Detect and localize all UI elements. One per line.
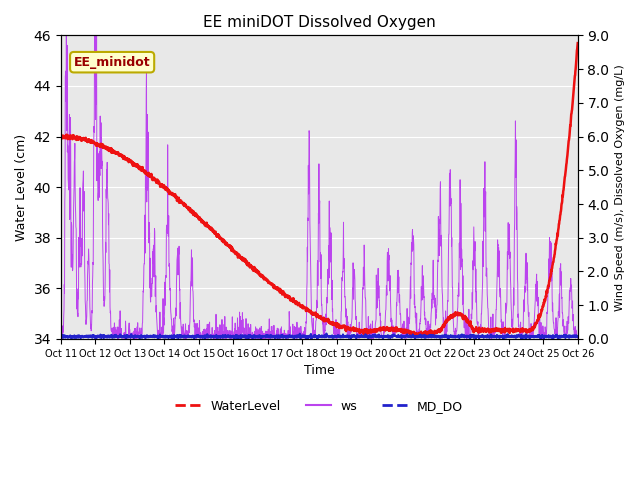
- ws: [84, 273, 92, 278]
- ws: [309, 334, 317, 340]
- Text: EE_minidot: EE_minidot: [74, 56, 150, 69]
- MD_DO: [574, 334, 582, 339]
- MD_DO: [323, 331, 330, 336]
- WaterLevel: [559, 193, 566, 199]
- WaterLevel: [464, 320, 472, 325]
- ws: [574, 336, 582, 341]
- WaterLevel: [308, 310, 316, 316]
- Line: MD_DO: MD_DO: [61, 334, 578, 339]
- MD_DO: [559, 334, 567, 339]
- ws: [559, 324, 567, 329]
- WaterLevel: [83, 137, 91, 143]
- Line: ws: ws: [61, 36, 578, 339]
- Legend: WaterLevel, ws, MD_DO: WaterLevel, ws, MD_DO: [170, 395, 468, 418]
- ws: [57, 319, 65, 325]
- ws: [465, 334, 472, 339]
- MD_DO: [559, 333, 567, 339]
- MD_DO: [464, 333, 472, 339]
- Y-axis label: Water Level (cm): Water Level (cm): [15, 133, 28, 240]
- MD_DO: [294, 333, 302, 339]
- ws: [559, 317, 567, 323]
- MD_DO: [308, 335, 316, 340]
- MD_DO: [57, 334, 65, 339]
- ws: [295, 325, 303, 331]
- ws: [63, 33, 70, 38]
- Title: EE miniDOT Dissolved Oxygen: EE miniDOT Dissolved Oxygen: [203, 15, 436, 30]
- ws: [284, 336, 291, 342]
- WaterLevel: [574, 40, 582, 46]
- MD_DO: [83, 334, 91, 339]
- WaterLevel: [559, 192, 567, 197]
- WaterLevel: [57, 132, 65, 138]
- Line: WaterLevel: WaterLevel: [61, 43, 578, 336]
- MD_DO: [517, 336, 525, 342]
- X-axis label: Time: Time: [304, 364, 335, 377]
- WaterLevel: [294, 302, 302, 308]
- WaterLevel: [415, 333, 423, 339]
- Y-axis label: Wind Speed (m/s), Dissolved Oxygen (mg/L): Wind Speed (m/s), Dissolved Oxygen (mg/L…: [615, 64, 625, 311]
